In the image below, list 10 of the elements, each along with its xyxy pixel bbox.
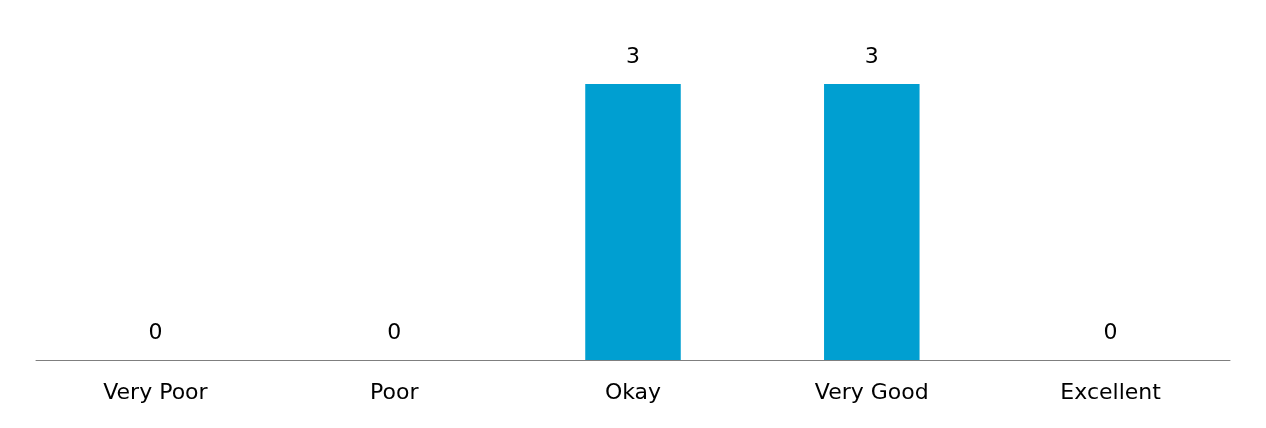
x-tick-label: Very Good (814, 378, 929, 404)
data-label: 0 (1103, 318, 1118, 344)
data-label: 3 (864, 42, 879, 68)
x-tick-label: Very Poor (103, 378, 209, 404)
data-label: 0 (148, 318, 163, 344)
x-tick-label: Okay (604, 378, 662, 404)
x-tick-label: Poor (369, 378, 420, 404)
data-label: 3 (626, 42, 640, 68)
x-tick-label: Excellent (1060, 378, 1162, 404)
data-label: 0 (387, 318, 402, 344)
